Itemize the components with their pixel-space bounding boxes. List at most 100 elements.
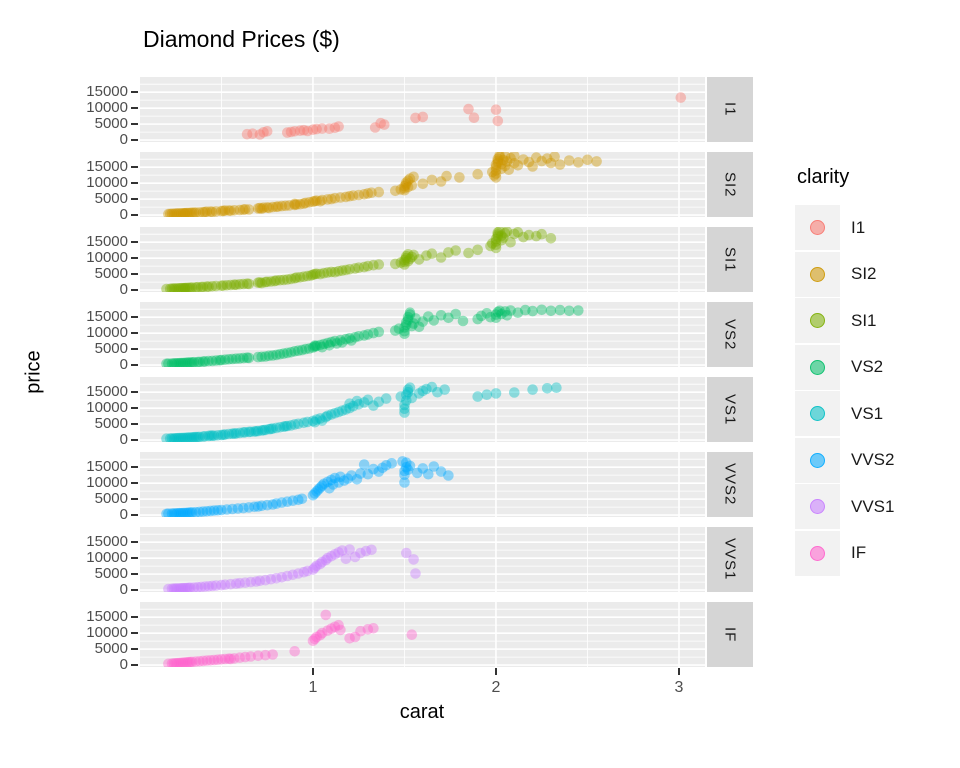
data-point [298, 417, 310, 429]
data-point [318, 338, 330, 350]
y-tick-label: 5000 [94, 565, 128, 583]
y-tick-label: 0 [119, 506, 128, 524]
data-point [256, 425, 267, 436]
data-point [261, 126, 273, 137]
data-point [183, 507, 194, 517]
data-point [338, 475, 350, 486]
data-point [218, 429, 229, 441]
data-point [177, 208, 189, 217]
data-point [536, 228, 547, 240]
legend-dot-icon [810, 359, 825, 375]
data-point [443, 312, 454, 324]
y-tick-label: 0 [119, 356, 128, 374]
data-point [293, 345, 304, 356]
data-point [298, 271, 310, 282]
data-point [166, 583, 178, 592]
data-point [545, 305, 557, 317]
data-point [271, 573, 282, 584]
data-point [175, 583, 187, 592]
data-point [225, 578, 236, 590]
facet-strip-label: SI2 [721, 171, 739, 198]
data-point [492, 306, 504, 318]
data-point [402, 249, 414, 260]
legend-dot-icon [810, 220, 825, 235]
data-point [329, 122, 341, 134]
data-point [490, 236, 502, 247]
data-point [333, 265, 344, 277]
data-point [197, 655, 209, 667]
data-point [261, 202, 273, 213]
data-point [194, 656, 205, 667]
data-point [234, 577, 245, 589]
data-point [175, 208, 187, 217]
data-point [413, 254, 425, 265]
data-point [496, 163, 507, 175]
data-point [247, 128, 258, 139]
data-point [283, 200, 295, 211]
data-point [315, 629, 326, 641]
data-point [225, 205, 236, 217]
facet-canvas [140, 302, 705, 367]
data-point [435, 310, 447, 321]
facet-panel-IF [140, 602, 705, 667]
data-point [166, 283, 178, 292]
data-point [490, 242, 502, 254]
data-point [399, 184, 410, 196]
data-point [463, 103, 474, 115]
data-point [358, 397, 370, 408]
y-tick-label: 0 [119, 206, 128, 224]
data-point [234, 204, 245, 216]
data-point [183, 357, 194, 367]
data-point [267, 201, 278, 213]
data-point [512, 307, 524, 318]
y-tick-label: 15000 [86, 233, 128, 251]
data-point [307, 635, 319, 647]
data-point [260, 276, 271, 288]
y-tick-label: 15000 [86, 308, 128, 326]
y-tick-mark [131, 514, 138, 517]
data-point [234, 652, 245, 663]
data-point [174, 657, 185, 667]
legend-label: IF [851, 543, 867, 562]
data-point [280, 200, 291, 212]
data-point [335, 624, 346, 636]
data-point [329, 266, 341, 278]
legend-entry-SI1: SI1 [795, 298, 894, 343]
data-point [523, 156, 535, 168]
data-point [168, 583, 180, 592]
data-point [291, 199, 302, 210]
data-point [188, 207, 200, 217]
data-point [254, 202, 266, 214]
data-point [276, 200, 288, 212]
data-point [309, 562, 321, 573]
data-point [278, 274, 289, 286]
data-point [289, 199, 300, 211]
facet-strip-SI1: SI1 [707, 227, 753, 292]
data-point [267, 423, 278, 434]
y-tick-label: 5000 [94, 415, 128, 433]
facet-canvas [140, 77, 705, 142]
data-point [227, 428, 238, 439]
data-point [505, 305, 516, 316]
data-point [203, 355, 214, 367]
data-point [168, 283, 180, 292]
data-point [342, 473, 353, 484]
data-point [278, 421, 289, 432]
data-point [499, 152, 511, 162]
data-point [166, 508, 178, 517]
y-tick-mark [131, 289, 138, 292]
data-point [340, 191, 352, 203]
y-tick-mark [131, 316, 138, 319]
data-point [390, 325, 401, 336]
facet-strip-IF: IF [707, 602, 753, 667]
data-point [349, 631, 361, 643]
data-point [326, 336, 337, 348]
data-point [289, 646, 300, 657]
data-point [294, 198, 306, 210]
data-point [161, 283, 172, 292]
facet-strip-label: IF [721, 626, 739, 643]
data-point [238, 278, 249, 290]
y-tick-label: 15000 [86, 383, 128, 401]
data-point [366, 187, 377, 198]
data-point [172, 358, 183, 367]
